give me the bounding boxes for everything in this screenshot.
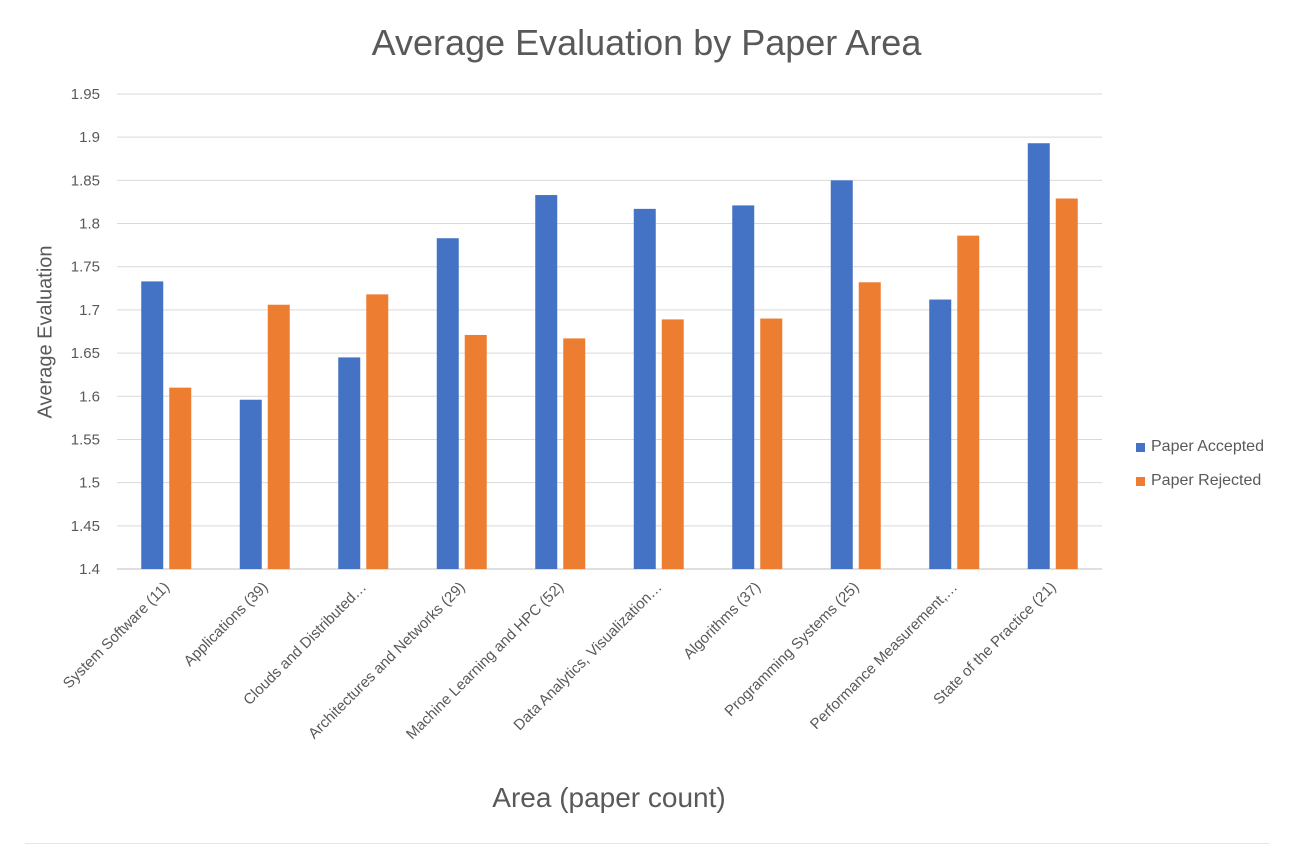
x-tick-label: Applications (39) bbox=[181, 579, 272, 670]
bar-accepted bbox=[633, 208, 656, 569]
bar-accepted bbox=[141, 281, 164, 569]
bar-rejected bbox=[169, 387, 192, 569]
y-tick-label: 1.75 bbox=[71, 259, 100, 276]
y-axis-ticks: 1.4 1.45 1.5 1.55 1.6 1.65 1.7 1.75 1.8 1.85 1.9 1.… bbox=[71, 86, 100, 578]
legend-swatch-rejected bbox=[1136, 476, 1145, 486]
chart-title: Average Evaluation by Paper Area bbox=[371, 22, 922, 63]
legend-swatch-accepted bbox=[1136, 442, 1145, 452]
legend-label-accepted: Paper Accepted bbox=[1151, 438, 1264, 455]
y-tick-label: 1.55 bbox=[71, 431, 100, 448]
y-tick-label: 1.65 bbox=[71, 345, 100, 362]
x-tick-label: System Software (11) bbox=[60, 579, 173, 692]
y-tick-label: 1.7 bbox=[79, 302, 100, 319]
bar-accepted bbox=[535, 195, 558, 569]
x-axis-title: Area (paper count) bbox=[492, 782, 726, 813]
bar-rejected bbox=[563, 338, 586, 569]
bar-accepted bbox=[929, 299, 952, 569]
bar-rejected bbox=[267, 304, 290, 569]
divider bbox=[25, 843, 1270, 844]
y-tick-label: 1.85 bbox=[71, 172, 100, 189]
y-tick-label: 1.6 bbox=[79, 388, 100, 405]
bar-rejected bbox=[957, 235, 980, 570]
y-tick-label: 1.95 bbox=[71, 86, 100, 103]
bar-accepted bbox=[830, 180, 853, 569]
bar-accepted bbox=[239, 399, 262, 569]
y-tick-label: 1.8 bbox=[79, 216, 100, 233]
bar-rejected bbox=[858, 282, 881, 569]
y-axis-title: Average Evaluation bbox=[34, 245, 57, 419]
y-tick-label: 1.4 bbox=[79, 561, 100, 578]
legend-label-rejected: Paper Rejected bbox=[1151, 472, 1262, 489]
bar-rejected bbox=[366, 294, 389, 569]
bar-rejected bbox=[1055, 198, 1078, 569]
bar-accepted bbox=[436, 238, 459, 569]
bar-accepted bbox=[338, 357, 361, 569]
x-tick-label: Machine Learning and HPC (52) bbox=[403, 579, 567, 743]
bars bbox=[141, 143, 1078, 570]
bar-rejected bbox=[464, 334, 487, 569]
legend-item-rejected: Paper Rejected bbox=[1136, 464, 1264, 498]
x-tick-label: Architectures and Networks (29) bbox=[305, 579, 469, 743]
x-axis-ticks: System Software (11) Applications (39)Clo… bbox=[60, 579, 1060, 743]
bar-accepted bbox=[732, 205, 755, 569]
bar-rejected bbox=[661, 319, 684, 569]
bar-accepted bbox=[1027, 143, 1050, 569]
legend: Paper Accepted Paper Rejected bbox=[1136, 430, 1264, 498]
y-tick-label: 1.5 bbox=[79, 475, 100, 492]
legend-item-accepted: Paper Accepted bbox=[1136, 430, 1264, 464]
y-tick-label: 1.45 bbox=[71, 518, 100, 535]
x-tick-label: Algorithms (37) bbox=[680, 579, 764, 663]
bar-rejected bbox=[760, 318, 783, 569]
y-tick-label: 1.9 bbox=[79, 129, 100, 146]
gridlines bbox=[117, 93, 1102, 570]
